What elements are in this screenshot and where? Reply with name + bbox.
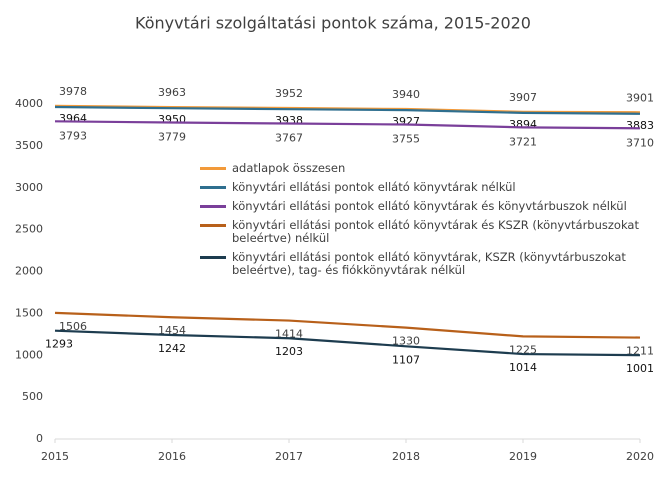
legend-label: könyvtári ellátási pontok ellátó könyvtá… [232, 250, 626, 277]
data-label: 1203 [275, 345, 303, 358]
data-label: 3940 [392, 88, 420, 101]
data-label: 3963 [158, 86, 186, 99]
x-tick-label: 2018 [392, 450, 420, 463]
legend-swatch [200, 224, 226, 227]
legend-entry: könyvtári ellátási pontok ellátó könyvtá… [200, 251, 655, 277]
y-tick-label: 1500 [15, 306, 43, 319]
legend-label: adatlapok összesen [232, 161, 346, 175]
y-tick-label: 2500 [15, 223, 43, 236]
y-tick-label: 3000 [15, 181, 43, 194]
data-label: 3952 [275, 87, 303, 100]
x-tick-label: 2019 [509, 450, 537, 463]
data-label: 3907 [509, 91, 537, 104]
data-label: 3901 [626, 91, 654, 104]
legend-entry: könyvtári ellátási pontok ellátó könyvtá… [200, 219, 655, 245]
data-label: 3779 [158, 131, 186, 144]
legend: adatlapok összesen könyvtári ellátási pon… [200, 162, 655, 283]
data-label: 3894 [509, 118, 537, 131]
data-label: 3721 [509, 135, 537, 148]
legend-entry: könyvtári ellátási pontok ellátó könyvtá… [200, 200, 655, 213]
data-label: 1001 [626, 362, 654, 375]
legend-label: könyvtári ellátási pontok ellátó könyvtá… [232, 180, 516, 194]
series-line [54, 104, 641, 114]
data-label: 3964 [59, 112, 87, 125]
data-label: 1242 [158, 342, 186, 355]
legend-label: könyvtári ellátási pontok ellátó könyvtá… [232, 218, 639, 245]
y-tick-label: 500 [22, 390, 43, 403]
y-tick-label: 2000 [15, 265, 43, 278]
legend-swatch [200, 205, 226, 208]
y-tick-label: 4000 [15, 97, 43, 110]
data-label: 3978 [59, 85, 87, 98]
data-label: 3883 [626, 119, 654, 132]
y-tick-label: 0 [36, 432, 43, 445]
legend-entry: adatlapok összesen [200, 162, 655, 175]
series-line [54, 329, 641, 357]
chart-title: Könyvtári szolgáltatási pontok száma, 20… [135, 14, 531, 33]
x-tick-label: 2015 [41, 450, 69, 463]
series-line [54, 311, 641, 339]
series-line [54, 105, 641, 115]
data-label: 3950 [158, 113, 186, 126]
legend-swatch [200, 167, 226, 170]
data-label: 1330 [392, 335, 420, 348]
data-label: 3767 [275, 132, 303, 145]
data-label: 3793 [59, 129, 87, 142]
data-label: 1107 [392, 353, 420, 366]
x-tick-label: 2016 [158, 450, 186, 463]
y-tick-label: 1000 [15, 348, 43, 361]
data-label: 3927 [392, 115, 420, 128]
x-tick-label: 2017 [275, 450, 303, 463]
legend-label: könyvtári ellátási pontok ellátó könyvtá… [232, 199, 627, 213]
series-line [54, 120, 641, 130]
legend-entry: könyvtári ellátási pontok ellátó könyvtá… [200, 181, 655, 194]
data-label: 3710 [626, 136, 654, 149]
data-label: 1014 [509, 361, 537, 374]
data-label: 1293 [45, 338, 73, 351]
x-tick-label: 2020 [626, 450, 654, 463]
legend-swatch [200, 256, 226, 259]
legend-swatch [200, 186, 226, 189]
data-label: 1506 [59, 320, 87, 333]
y-tick-label: 3500 [15, 139, 43, 152]
data-label: 3755 [392, 133, 420, 146]
data-label: 3938 [275, 114, 303, 127]
